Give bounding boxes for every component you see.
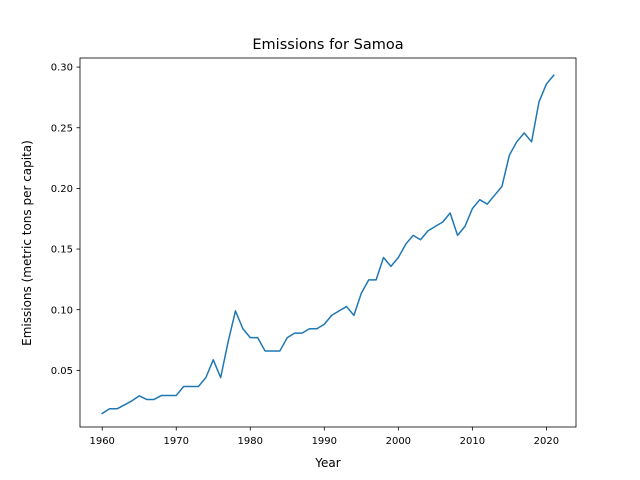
y-tick-label: 0.20 — [51, 184, 73, 195]
y-axis-label: Emissions (metric tons per capita) — [20, 140, 34, 346]
y-tick-label: 0.05 — [51, 366, 73, 377]
data-line — [101, 74, 555, 415]
y-tick-label: 0.25 — [51, 123, 73, 134]
x-tick-label: 1990 — [312, 436, 337, 447]
x-tick-label: 1980 — [238, 436, 263, 447]
x-tick-label: 2010 — [460, 436, 485, 447]
y-tick-label: 0.10 — [51, 305, 73, 316]
axes-frame — [79, 57, 577, 428]
y-tick-label: 0.15 — [51, 245, 73, 256]
plot-area: 1960 1970 1980 1990 2000 2010 2020 0.05 0.10 0.15… — [51, 57, 577, 447]
y-tick-label: 0.30 — [51, 63, 73, 74]
chart-title: Emissions for Samoa — [252, 37, 403, 53]
x-tick-label: 1970 — [164, 436, 189, 447]
x-axis-label: Year — [314, 456, 340, 470]
x-tick-label: 2020 — [534, 436, 559, 447]
x-tick-label: 1960 — [89, 436, 114, 447]
x-tick-label: 2000 — [386, 436, 411, 447]
